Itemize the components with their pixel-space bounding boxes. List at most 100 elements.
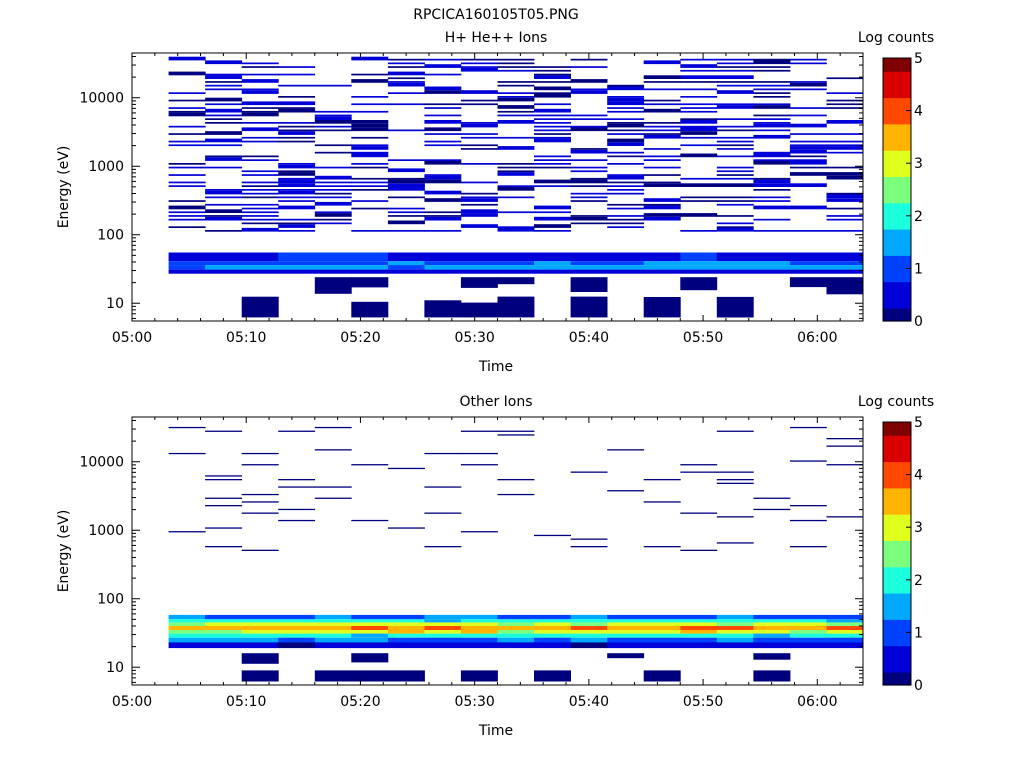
spectrogram-cell (826, 619, 864, 623)
spectrogram-cell (826, 269, 864, 274)
spectrogram-cell (351, 153, 389, 158)
colorbar-segment (883, 649, 911, 655)
spectrogram-cell (241, 265, 279, 270)
spectrogram-cell (278, 170, 316, 173)
spectrogram-cell (387, 630, 425, 634)
spectrogram-cell (753, 179, 791, 184)
spectrogram-cell (607, 622, 645, 626)
spectrogram-cell (789, 114, 827, 117)
spectrogram-cell (351, 120, 389, 124)
spectrogram-cell (387, 82, 425, 87)
panel-title: Other Ions (459, 394, 532, 410)
spectrogram-cell (351, 637, 389, 643)
spectrogram-cell (278, 622, 316, 626)
spectrogram-cell (168, 452, 206, 455)
spectrogram-cell (387, 211, 425, 214)
y-tick-label: 10 (106, 296, 124, 312)
spectrogram-cell (278, 125, 316, 128)
spectrogram-cell (753, 508, 791, 511)
spectrogram-cell (387, 670, 425, 682)
spectrogram-cell (534, 670, 571, 682)
spectrogram-cell (826, 92, 864, 94)
spectrogram-cell (826, 277, 864, 295)
spectrogram-cell (680, 110, 718, 113)
spectrogram-cell (789, 149, 827, 154)
spectrogram-cell (826, 633, 864, 638)
spectrogram-cell (424, 175, 462, 180)
spectrogram-cell (497, 211, 535, 214)
spectrogram-cell (278, 633, 316, 638)
colorbar-segment (883, 527, 911, 533)
spectrogram-cell (534, 122, 571, 124)
spectrogram-cell (826, 146, 864, 150)
spectrogram-cell (460, 99, 498, 102)
spectrogram-cell (826, 151, 864, 154)
spectrogram-cell (424, 614, 462, 620)
colorbar-tick-label: 2 (914, 573, 923, 589)
spectrogram-cell (278, 230, 316, 232)
spectrogram-cell (314, 449, 352, 451)
colorbar-segment (883, 110, 911, 116)
spectrogram-cell (570, 192, 608, 195)
spectrogram-cell (570, 88, 608, 91)
spectrogram-cell (314, 114, 352, 117)
spectrogram-cell (168, 205, 206, 210)
spectrogram-cell (643, 174, 681, 176)
spectrogram-cell (789, 546, 827, 548)
colorbar-segment (883, 158, 911, 164)
colorbar-segment (883, 487, 911, 493)
spectrogram-cell (789, 82, 827, 87)
spectrogram-cell (314, 622, 352, 626)
spectrogram-cell (534, 230, 571, 232)
colorbar-segment (883, 426, 911, 432)
y-tick-label: 100 (97, 228, 124, 244)
spectrogram-cell (241, 222, 279, 225)
colorbar-segment (883, 680, 911, 686)
spectrogram-cell (570, 215, 608, 217)
spectrogram-cell (424, 215, 462, 217)
spectrogram-cell (351, 127, 389, 132)
spectrogram-cell (789, 107, 827, 109)
spectrogram-cell (205, 479, 243, 481)
colorbar-segment (883, 667, 911, 673)
spectrogram-cell (497, 146, 535, 150)
spectrogram-cell (570, 179, 608, 184)
spectrogram-cell (278, 164, 316, 169)
spectrogram-cell (497, 97, 535, 102)
colorbar-segment (883, 128, 911, 134)
colorbar-segment (883, 176, 911, 182)
spectrogram-cell (716, 642, 754, 649)
spectrogram-cell (278, 430, 316, 432)
spectrogram-cell (351, 633, 389, 638)
spectrogram-cell (789, 146, 827, 150)
spectrogram-cell (168, 252, 206, 262)
colorbar-segment (883, 237, 911, 243)
spectrogram-cell (424, 90, 462, 94)
spectrogram-cell (278, 136, 316, 139)
spectrogram-cell (680, 464, 718, 466)
x-tick-label: 05:50 (683, 330, 723, 346)
spectrogram-cell (278, 101, 316, 106)
spectrogram-cell (387, 187, 425, 191)
spectrogram-cell (205, 633, 243, 638)
spectrogram-cell (826, 172, 864, 176)
spectrogram-cell (497, 633, 535, 638)
spectrogram-cell (314, 633, 352, 638)
spectrogram-cell (460, 148, 498, 150)
spectrogram-cell (460, 430, 498, 432)
spectrogram-cell (680, 196, 718, 199)
spectrogram-cell (351, 144, 389, 147)
spectrogram-cell (716, 252, 754, 262)
spectrogram-cell (716, 226, 754, 228)
spectrogram-cell (241, 630, 279, 634)
spectrogram-cell (570, 642, 608, 649)
spectrogram-cell (387, 642, 425, 649)
spectrogram-cell (716, 129, 754, 132)
spectrogram-cell (351, 261, 389, 266)
spectrogram-cell (241, 653, 279, 664)
spectrogram-cell (534, 205, 571, 210)
colorbar-segment (883, 167, 911, 173)
spectrogram-cell (460, 67, 498, 72)
colorbar-segment (883, 58, 911, 63)
